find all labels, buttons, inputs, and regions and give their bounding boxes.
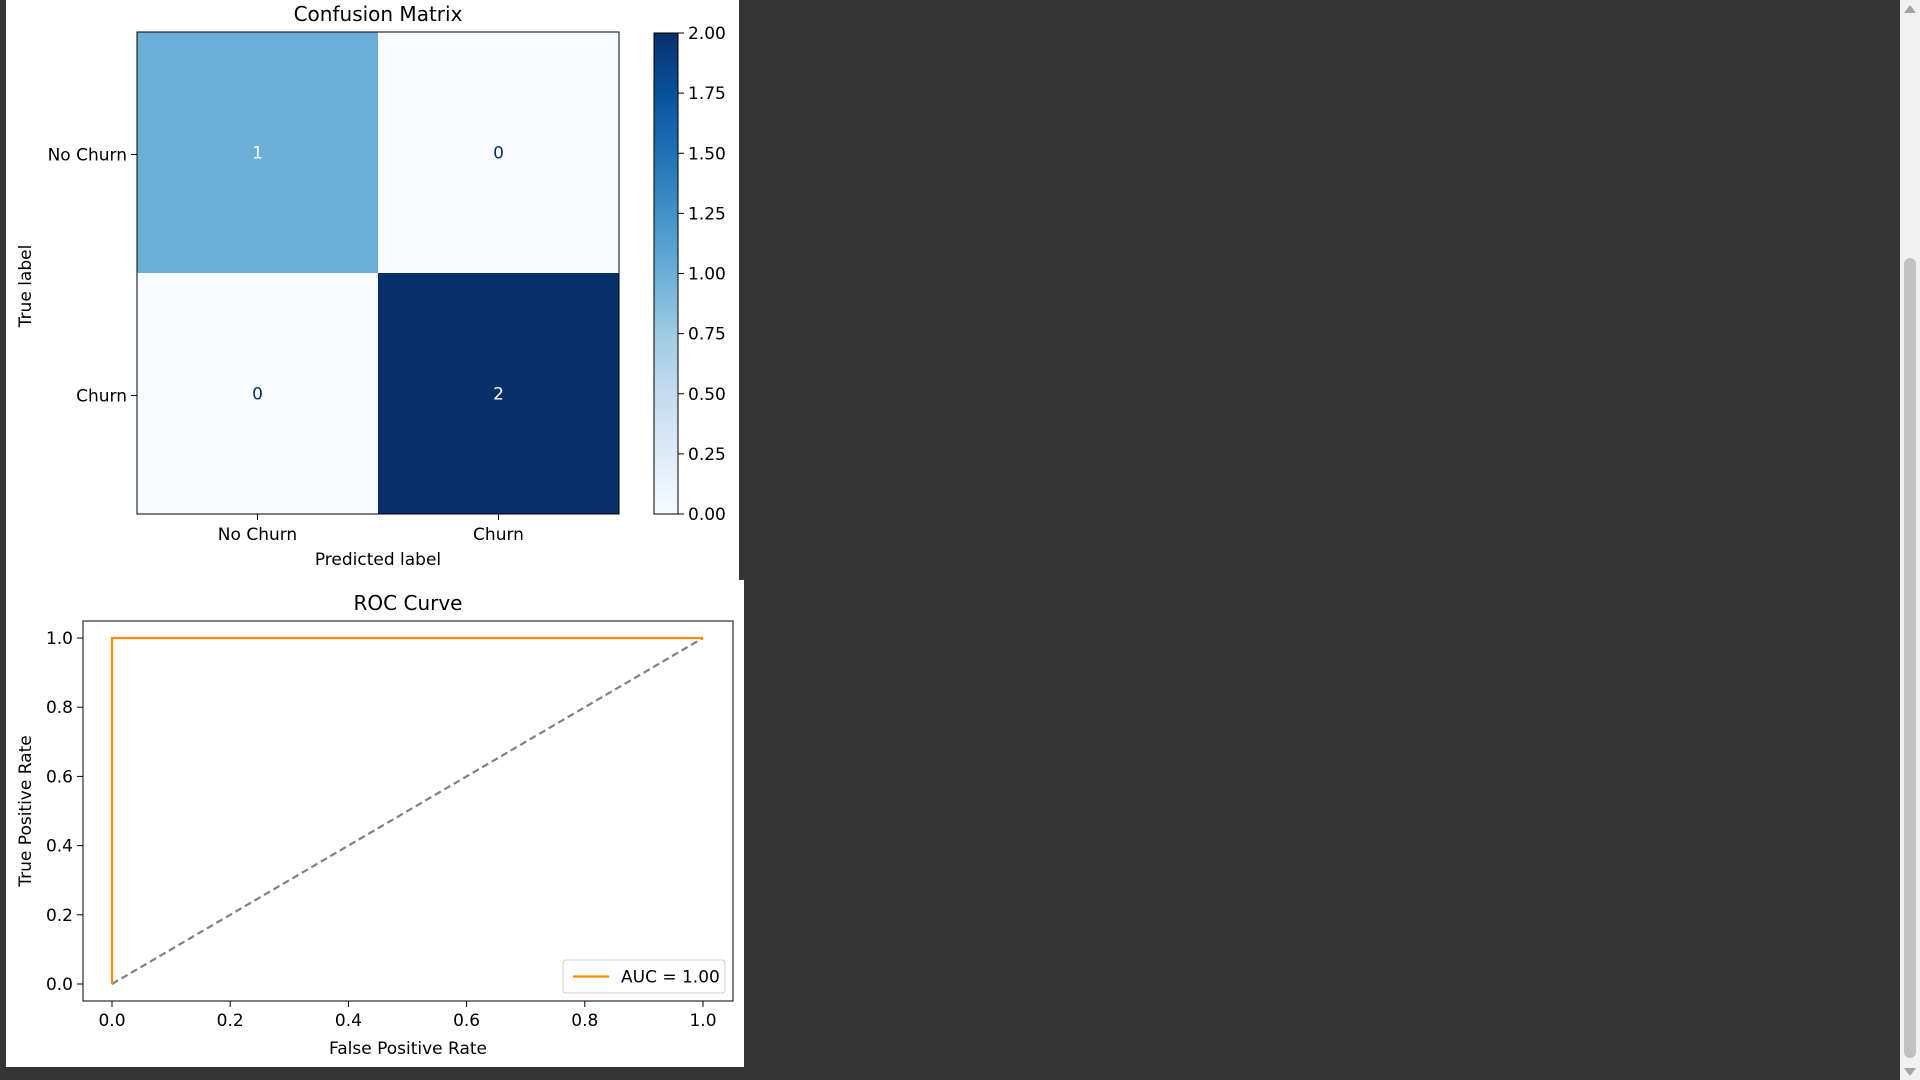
roc-y-tick-label: 0.6 [46,767,73,787]
cm-title: Confusion Matrix [294,2,463,26]
cm-frame [136,31,620,515]
roc-title: ROC Curve [354,591,463,615]
cm-colorbar-tick-label: 0.75 [688,325,726,345]
roc-x-axis-label: False Positive Rate [329,1039,487,1059]
confusion-matrix-figure: Confusion Matrix 1 0 0 2 No Churn Churn No Chur… [6,0,739,580]
roc-curve-line [110,636,703,984]
cm-cell [137,32,378,273]
roc-y-tick-label: 0.2 [46,906,73,926]
cm-colorbar-tick-label: 0.25 [688,445,726,465]
cm-colorbar-tick-label: 1.75 [688,84,726,104]
cm-colorbar-tick-label: 0.00 [688,505,726,525]
cm-y-tick-label: Churn [76,387,127,407]
roc-curve-chart: ROC Curve 0.0 0.2 0.4 0.6 0.8 1.0 0.0 0.2 0.4 0.6 0… [16,591,734,1059]
roc-y-tick-label: 0.4 [46,837,73,857]
scroll-thumb[interactable] [1904,258,1916,1058]
cm-y-axis-label: True label [16,245,36,329]
roc-y-tick-label: 1.0 [46,629,73,649]
roc-x-tick-label: 0.2 [217,1011,244,1031]
cm-x-axis-label: Predicted label [315,550,441,570]
roc-legend-label: AUC = 1.00 [621,968,720,988]
roc-chance-line [111,637,704,985]
cm-cell-value: 2 [493,385,504,405]
scroll-down-arrow-icon[interactable] [1900,1063,1920,1080]
cm-colorbar-tick-label: 0.50 [688,385,726,405]
confusion-matrix-chart: Confusion Matrix 1 0 0 2 No Churn Churn No Chur… [16,2,726,570]
vertical-scrollbar[interactable] [1900,0,1920,1080]
scroll-up-arrow-icon[interactable] [1900,0,1920,17]
roc-x-tick-label: 0.4 [335,1011,362,1031]
cm-colorbar-tick-label: 1.00 [688,265,726,285]
cm-x-tick-label: Churn [473,525,524,545]
cm-colorbar-tick-label: 1.25 [688,204,726,224]
cm-colorbar-tick-label: 1.50 [688,144,726,164]
roc-curve-figure: ROC Curve 0.0 0.2 0.4 0.6 0.8 1.0 0.0 0.2 0.4 0.6 0… [6,580,744,1067]
cm-x-tick-label: No Churn [218,525,297,545]
roc-y-tick-label: 0.8 [46,698,73,718]
cm-cell [378,273,619,514]
roc-y-tick-label: 0.0 [46,975,73,995]
roc-x-tick-label: 0.8 [571,1011,598,1031]
cm-cell-value: 1 [252,144,263,164]
cm-cell [378,32,619,273]
cm-cell-value: 0 [493,144,504,164]
cm-colorbar-tick-label: 2.00 [688,24,726,44]
roc-x-tick-label: 1.0 [689,1011,716,1031]
roc-y-axis-label: True Positive Rate [16,735,36,887]
cm-colorbar [653,32,679,515]
cm-cell [137,273,378,514]
cm-cell-value: 0 [252,385,263,405]
left-edge [0,0,6,1080]
cm-y-tick-label: No Churn [48,146,127,166]
roc-x-tick-label: 0.6 [453,1011,480,1031]
roc-x-tick-label: 0.0 [98,1011,125,1031]
roc-legend [562,959,726,994]
